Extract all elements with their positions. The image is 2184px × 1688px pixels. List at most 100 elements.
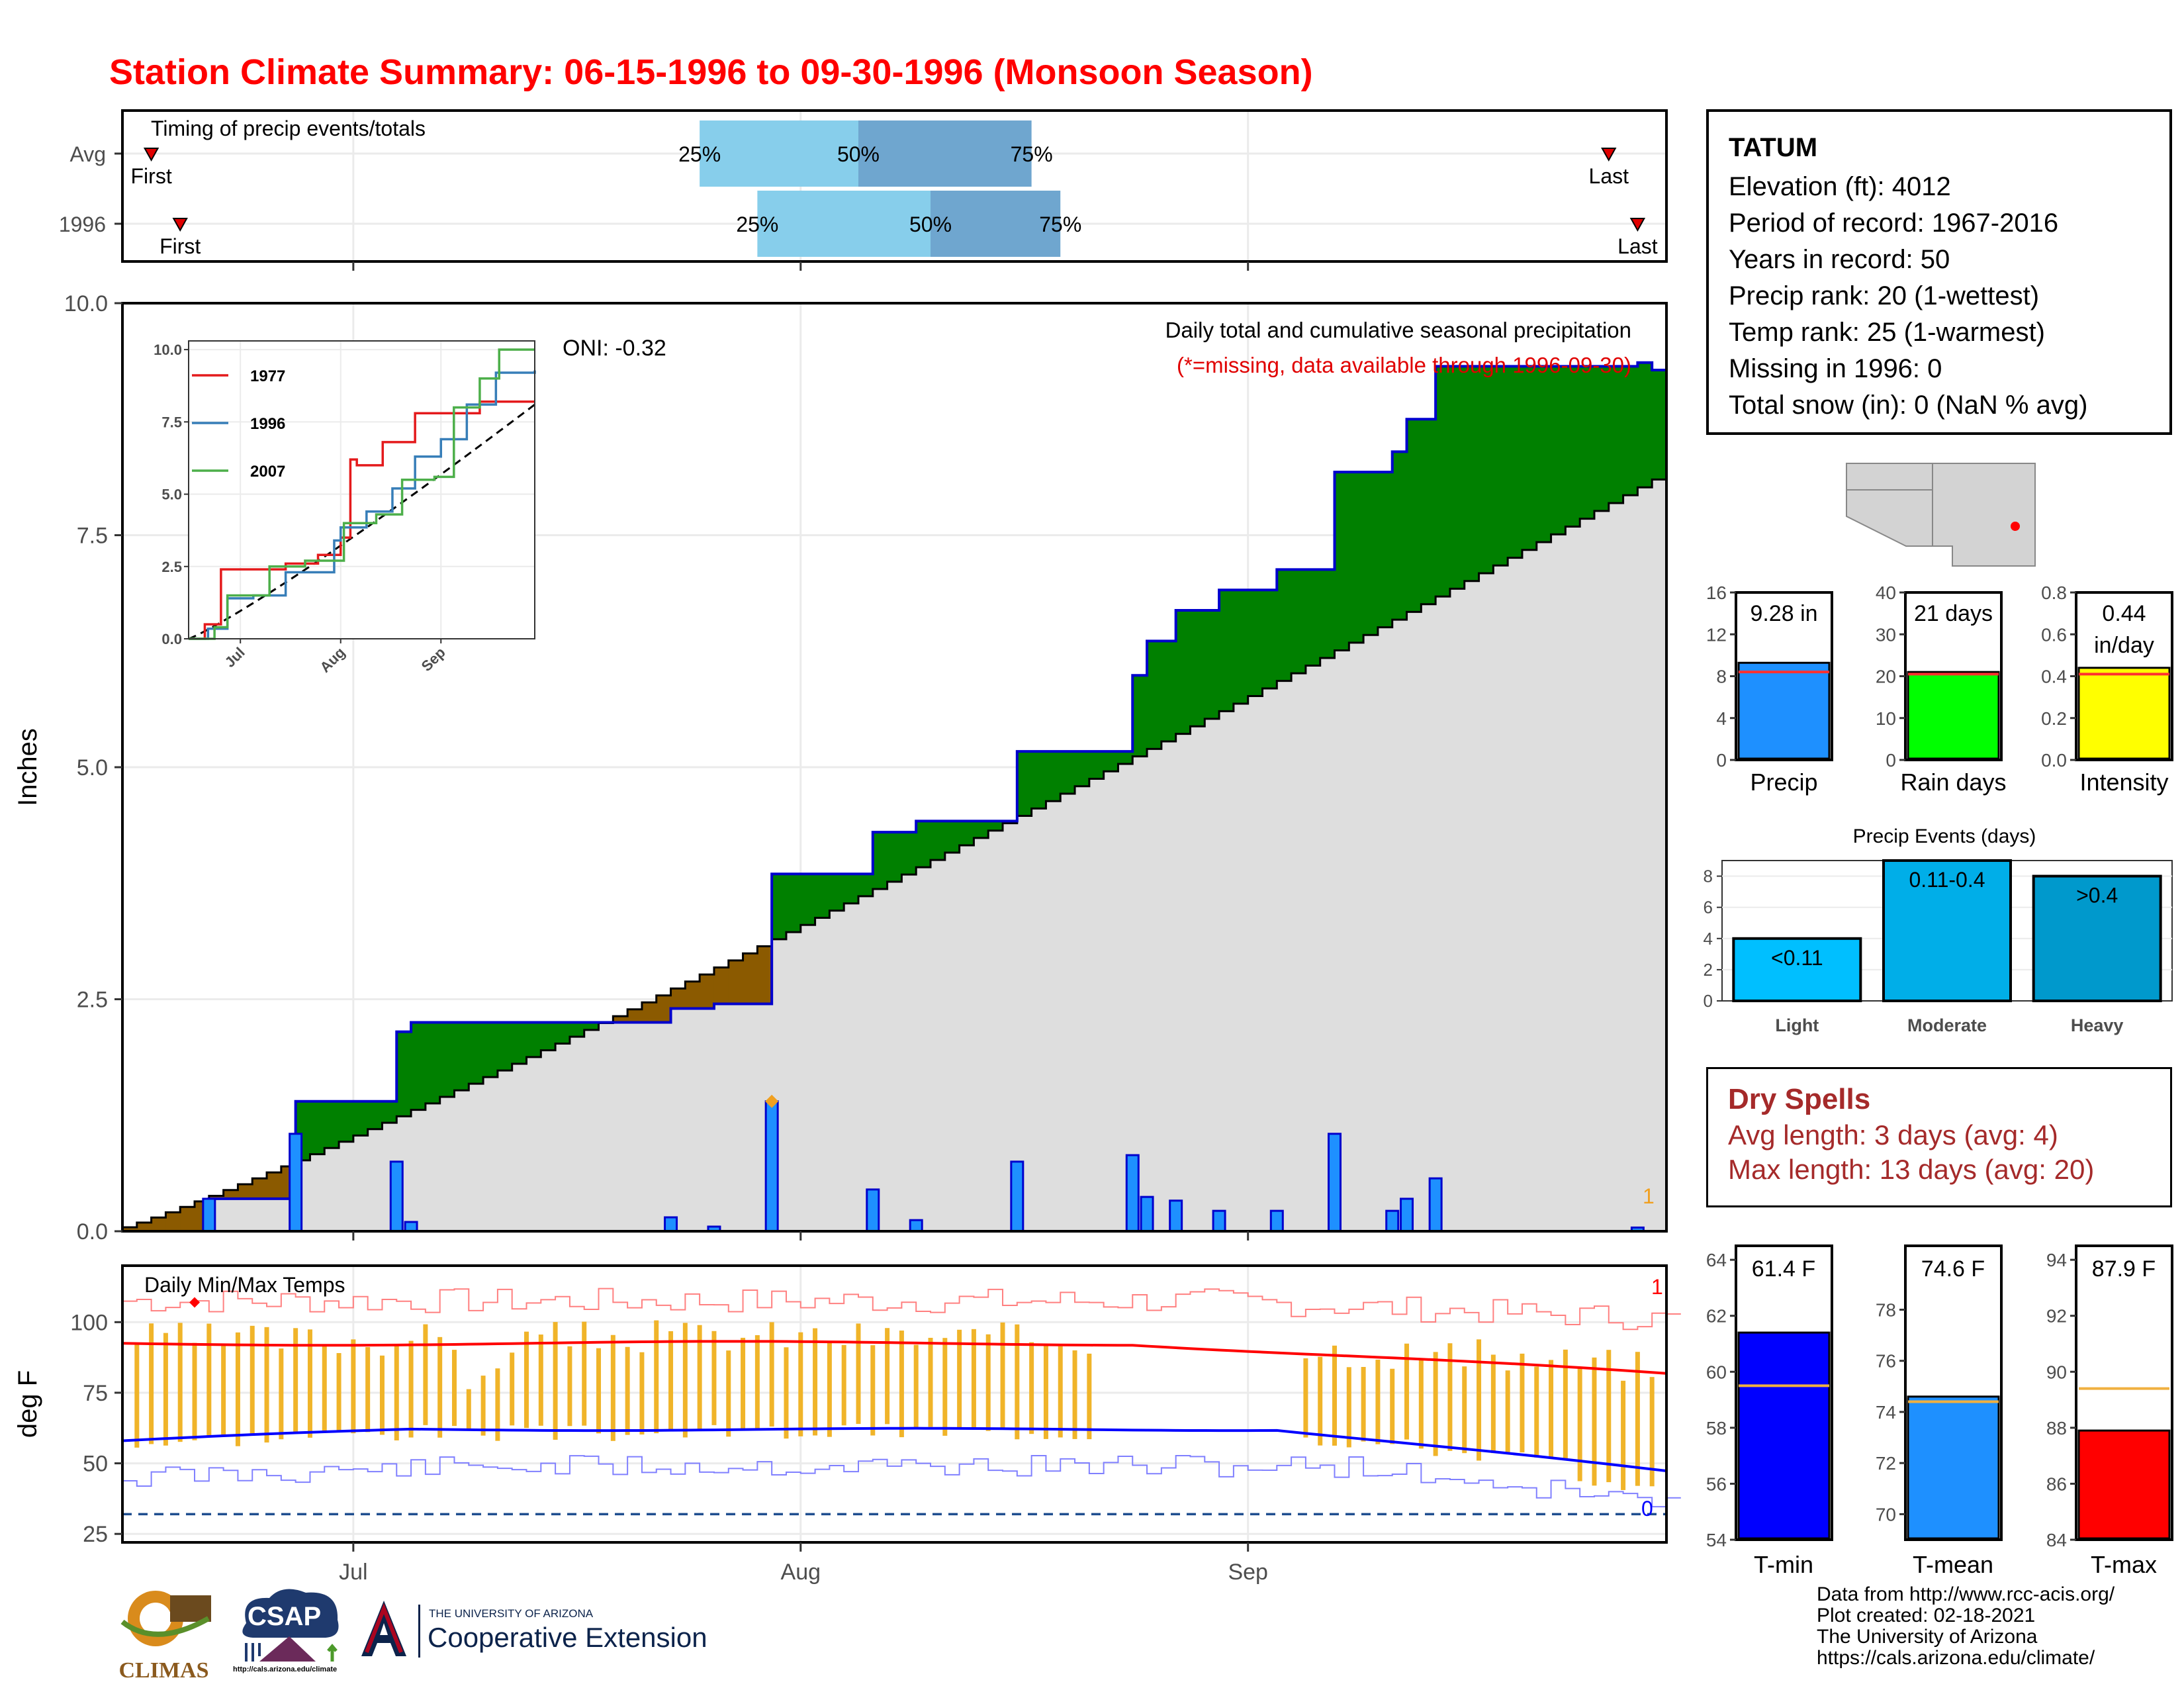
ua-big-text: Cooperative Extension bbox=[428, 1622, 707, 1653]
oni-label: ONI: -0.32 bbox=[563, 336, 666, 361]
daily-temp-range-bar bbox=[1433, 1352, 1438, 1456]
avg-tmin-line bbox=[122, 1427, 1667, 1473]
timing-first-marker bbox=[172, 218, 188, 232]
daily-temp-range-bar bbox=[841, 1344, 846, 1426]
cum-above-avg-area bbox=[1118, 751, 1133, 764]
small-panel-y-tick-label: 56 bbox=[1706, 1474, 1727, 1494]
record-low-line bbox=[122, 1454, 1681, 1508]
daily-precip-bar bbox=[909, 1219, 923, 1233]
daily-temp-range-bar bbox=[163, 1333, 168, 1446]
temp-y-tick-label: 75 bbox=[83, 1381, 108, 1406]
timing-bar-25-50 bbox=[700, 120, 858, 187]
cum-below-avg-area bbox=[267, 1172, 282, 1199]
cum-above-avg-area bbox=[555, 1022, 570, 1044]
daily-temp-range-bar bbox=[451, 1350, 457, 1427]
daily-temp-range-bar bbox=[221, 1343, 226, 1436]
cum-above-avg-area bbox=[382, 1101, 397, 1123]
daily-precip-bar bbox=[1010, 1160, 1024, 1233]
small-panel-y-tick-label: 92 bbox=[2046, 1306, 2067, 1327]
temp-value-label: 74.6 F bbox=[1921, 1256, 1985, 1282]
daily-temp-range-bar bbox=[177, 1323, 183, 1442]
station-period: Period of record: 1967-2016 bbox=[1729, 209, 2059, 238]
dry-spells-box: Dry Spells Avg length: 3 days (avg: 4) M… bbox=[1706, 1067, 2172, 1207]
small-panel-y-tick-label: 70 bbox=[1876, 1504, 1896, 1524]
cum-below-avg-area bbox=[151, 1217, 167, 1231]
daily-precip-bar bbox=[1125, 1154, 1140, 1233]
daily-temp-range-bar bbox=[293, 1328, 298, 1434]
daily-temp-range-bar bbox=[553, 1322, 558, 1440]
precip-y-tick-label: 7.5 bbox=[77, 524, 108, 549]
station-info-box: TATUM Elevation (ft): 4012 Period of rec… bbox=[1706, 109, 2172, 435]
daily-temp-range-bar bbox=[596, 1348, 602, 1434]
cum-above-avg-area bbox=[931, 821, 946, 861]
daily-temp-range-bar bbox=[1549, 1360, 1554, 1458]
cum-above-avg-area bbox=[844, 874, 859, 904]
daily-temp-range-bar bbox=[1418, 1359, 1424, 1449]
cum-above-avg-area bbox=[353, 1101, 369, 1136]
daily-precip-bar bbox=[1400, 1197, 1414, 1233]
csap-cloud-icon bbox=[242, 1589, 339, 1662]
daily-temp-range-bar bbox=[913, 1344, 919, 1429]
credits: Data from http://www.rcc-acis.org/ Plot … bbox=[1817, 1584, 2115, 1669]
daily-temp-range-bar bbox=[754, 1335, 760, 1429]
cum-below-avg-area bbox=[713, 967, 729, 1004]
small-panel-y-tick-label: 58 bbox=[1706, 1418, 1727, 1438]
daily-temp-range-bar bbox=[279, 1348, 284, 1440]
small-panel-y-tick-label: 12 bbox=[1706, 624, 1727, 645]
cum-above-avg-area bbox=[1522, 366, 1537, 550]
timing-last-marker bbox=[1601, 148, 1617, 162]
record-low-count: 0 bbox=[1641, 1497, 1653, 1521]
precip-event-bar-label: <0.11 bbox=[1771, 946, 1823, 970]
cum-above-avg-area bbox=[454, 1022, 469, 1091]
locator-map-land bbox=[1846, 463, 2036, 567]
temp-y-axis-label: deg F bbox=[13, 1370, 42, 1438]
timing-percent-label: 50% bbox=[909, 212, 952, 236]
daily-temp-range-bar bbox=[1462, 1366, 1467, 1454]
cum-below-avg-area bbox=[223, 1190, 239, 1199]
station-missing: Missing in 1996: 0 bbox=[1729, 354, 1942, 383]
temp-category-label: T-max bbox=[2091, 1551, 2157, 1578]
cum-above-avg-area bbox=[1508, 366, 1523, 558]
cum-above-avg-area bbox=[569, 1022, 585, 1037]
cum-above-avg-area bbox=[1205, 610, 1220, 719]
temp-panel-frame bbox=[121, 1264, 1668, 1544]
daily-temp-range-bar bbox=[899, 1331, 904, 1438]
daily-temp-range-bar bbox=[1346, 1367, 1351, 1448]
avg-tmax-line bbox=[122, 1340, 1667, 1375]
daily-precip-bar bbox=[1428, 1177, 1443, 1233]
daily-temp-range-bar bbox=[322, 1346, 327, 1431]
page-title: Station Climate Summary: 06-15-1996 to 0… bbox=[109, 52, 1313, 92]
cum-below-avg-area bbox=[627, 1009, 643, 1023]
csap-logo: CSAP http://cals.arizona.edu/climate bbox=[233, 1583, 349, 1683]
precip-events-y-tick-label: 6 bbox=[1704, 898, 1713, 917]
daily-temp-range-bar bbox=[668, 1331, 674, 1431]
cum-above-avg-area bbox=[1262, 590, 1277, 689]
daily-temp-range-bar bbox=[1534, 1366, 1539, 1458]
cum-above-avg-area bbox=[988, 821, 1003, 831]
daily-temp-range-bar bbox=[480, 1376, 486, 1436]
daily-temp-range-bar bbox=[567, 1346, 572, 1427]
precip-event-category: Heavy bbox=[2071, 1015, 2124, 1035]
inset-series-line bbox=[189, 348, 535, 640]
daily-temp-range-bar bbox=[957, 1329, 962, 1429]
timing-percent-label: 50% bbox=[837, 142, 880, 166]
precip-chart-title: Daily total and cumulative seasonal prec… bbox=[1165, 318, 1631, 342]
cum-below-avg-area bbox=[743, 953, 758, 1004]
daily-precip-bar bbox=[1269, 1209, 1284, 1233]
cum-below-avg-area bbox=[757, 946, 772, 1004]
daily-temp-range-bar bbox=[1404, 1343, 1410, 1440]
station-name: TATUM bbox=[1729, 133, 1818, 162]
daily-temp-range-bar bbox=[423, 1324, 428, 1425]
daily-temp-range-bar bbox=[1303, 1358, 1308, 1438]
cum-above-avg-area bbox=[1175, 610, 1191, 734]
temp-value-bar bbox=[2077, 1429, 2171, 1540]
small-panel-y-tick-label: 86 bbox=[2046, 1474, 2067, 1494]
credit-line: The University of Arizona bbox=[1817, 1626, 2038, 1648]
cum-above-avg-area bbox=[1017, 751, 1032, 816]
timing-percent-label: 75% bbox=[1039, 212, 1081, 236]
daily-precip-bar bbox=[1385, 1209, 1400, 1233]
cum-above-avg-area bbox=[772, 874, 787, 939]
ua-a-icon bbox=[361, 1601, 406, 1656]
cum-above-avg-area bbox=[1392, 451, 1408, 620]
daily-temp-range-bar bbox=[250, 1325, 255, 1434]
